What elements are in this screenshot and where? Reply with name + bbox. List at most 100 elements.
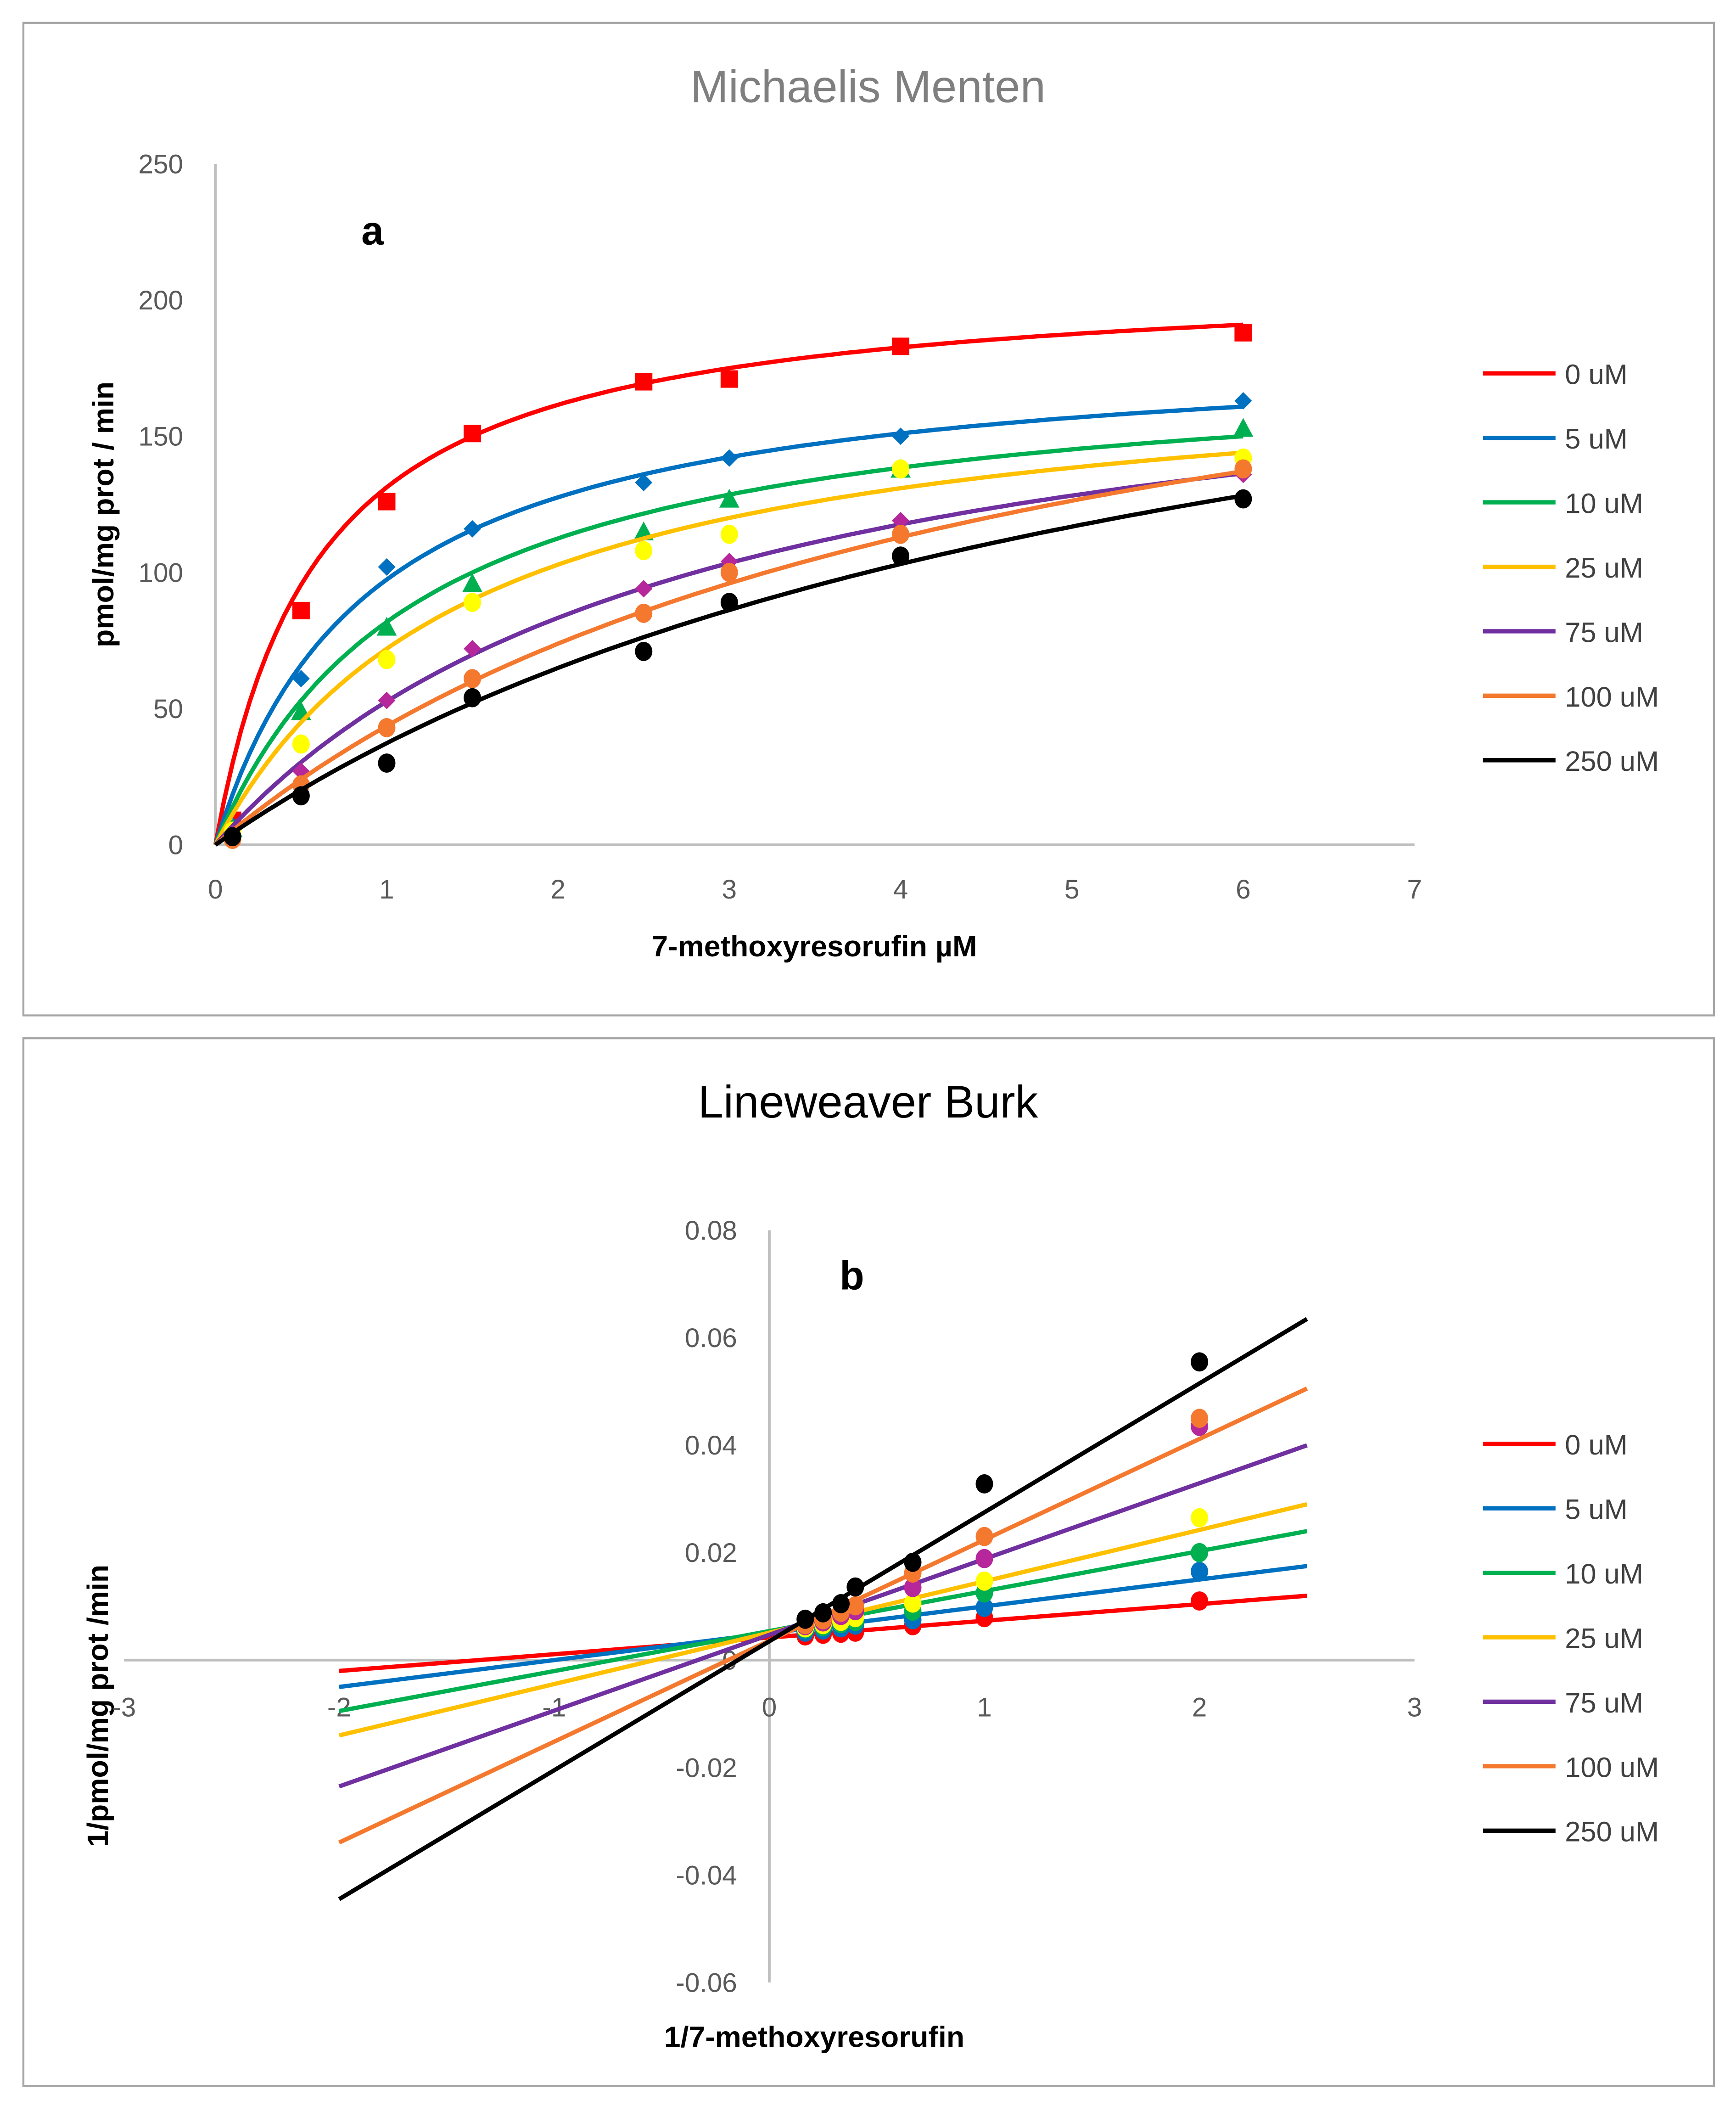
data-point — [1234, 459, 1252, 479]
legend-label: 75 uM — [1565, 617, 1643, 648]
data-point — [378, 718, 396, 737]
legend-label: 0 uM — [1565, 359, 1628, 391]
data-point — [292, 670, 310, 688]
data-point — [975, 1474, 993, 1494]
data-point — [904, 1578, 922, 1597]
x-tick-label: 0 — [762, 1693, 777, 1723]
legend-label: 10 uM — [1565, 488, 1643, 519]
x-tick-label: 4 — [893, 875, 908, 904]
y-tick-label: 0.08 — [685, 1216, 737, 1246]
data-point — [892, 546, 910, 566]
data-point — [892, 337, 910, 355]
x-tick-label: 3 — [1407, 1693, 1422, 1723]
data-point — [378, 558, 396, 576]
y-tick-label: 50 — [153, 694, 183, 724]
data-point — [720, 524, 738, 544]
data-point — [796, 1609, 814, 1629]
chart-a-plot: 0 1 2 3 4 5 6 7 0 50 100 150 200 250 0 uM 5 uM 10 uM 25 u… — [138, 149, 1659, 904]
y-tick-label: 0 — [168, 831, 184, 860]
chart-b-title: Lineweaver Burk — [698, 1077, 1038, 1128]
data-point — [378, 753, 396, 773]
x-tick-label: 3 — [722, 875, 737, 904]
chart-b-xlabel: 1/7-methoxyresorufin — [664, 2020, 964, 2053]
data-point — [720, 370, 738, 388]
x-tick-label: 0 — [208, 875, 223, 904]
panel-a-frame — [22, 22, 1715, 1016]
data-point — [1191, 1591, 1209, 1611]
data-point — [1234, 392, 1252, 410]
chart-b-plot: -3-2-10123-0.06-0.04-0.0200.020.040.060.… — [112, 1216, 1659, 1998]
data-point — [1233, 418, 1254, 437]
chart-a-title: Michaelis Menten — [690, 61, 1046, 112]
data-point — [292, 786, 310, 806]
y-tick-label: 100 — [138, 558, 183, 588]
data-point — [892, 524, 910, 544]
series-250-uM — [214, 489, 1252, 847]
data-point — [904, 1552, 922, 1572]
y-tick-label: 200 — [138, 286, 183, 315]
x-tick-label: 1 — [379, 875, 394, 904]
series-250-uM — [338, 1317, 1308, 1901]
fit-curve — [213, 322, 1243, 845]
data-point — [1191, 1409, 1209, 1428]
data-point — [720, 562, 738, 582]
data-point — [1191, 1352, 1209, 1372]
data-point — [378, 691, 396, 709]
data-point — [892, 512, 910, 530]
legend-label: 5 uM — [1565, 423, 1628, 455]
legend-label: 75 uM — [1565, 1687, 1643, 1719]
y-tick-label: -0.04 — [676, 1860, 737, 1890]
data-point — [719, 489, 739, 508]
data-point — [892, 459, 910, 479]
data-point — [1234, 324, 1252, 342]
y-tick-label: 0.02 — [685, 1538, 737, 1568]
y-tick-label: 150 — [138, 422, 183, 452]
data-point — [464, 425, 482, 443]
data-point — [462, 573, 482, 592]
x-tick-label: 6 — [1236, 875, 1251, 904]
data-point — [292, 601, 310, 619]
data-point — [1191, 1508, 1209, 1528]
x-tick-label: 5 — [1064, 875, 1080, 904]
y-tick-label: 250 — [138, 149, 183, 179]
panel-b-frame — [22, 1037, 1715, 2087]
data-point — [1234, 489, 1252, 509]
data-point — [635, 541, 653, 561]
data-point — [464, 593, 482, 612]
data-point — [975, 1549, 993, 1568]
data-point — [1191, 1543, 1209, 1562]
data-point — [224, 827, 241, 847]
legend-label: 5 uM — [1565, 1494, 1628, 1526]
data-point — [904, 1593, 922, 1613]
legend-label: 100 uM — [1565, 681, 1659, 713]
chart-b-ylabel: 1/pmol/mg prot /min — [81, 1565, 114, 1847]
data-point — [832, 1594, 850, 1613]
y-tick-label: -0.06 — [676, 1968, 737, 1998]
y-tick-label: 0.04 — [685, 1431, 737, 1460]
data-point — [635, 373, 653, 391]
data-point — [975, 1527, 993, 1546]
legend-label: 100 uM — [1565, 1752, 1659, 1783]
data-point — [975, 1598, 993, 1617]
fit-curve — [213, 450, 1243, 846]
data-point — [464, 688, 482, 708]
data-point — [720, 449, 738, 467]
data-point — [464, 669, 482, 689]
x-tick-label: 2 — [1192, 1693, 1207, 1723]
x-tick-label: -3 — [112, 1693, 136, 1723]
legend-label: 0 uM — [1565, 1429, 1628, 1461]
x-tick-label: 1 — [977, 1693, 992, 1723]
legend-label: 25 uM — [1565, 552, 1643, 584]
data-point — [975, 1571, 993, 1591]
data-point — [292, 734, 310, 754]
chart-a-xlabel: 7-methoxyresorufin µM — [651, 930, 977, 963]
data-point — [635, 641, 653, 661]
chart-a-ylabel: pmol/mg prot / min — [87, 382, 120, 647]
legend-label: 10 uM — [1565, 1558, 1643, 1590]
legend-label: 250 uM — [1565, 1816, 1659, 1848]
legend-label: 250 uM — [1565, 746, 1659, 777]
x-tick-label: 2 — [550, 875, 566, 904]
chart-a-panel-label: a — [361, 208, 384, 253]
series-25-uM — [213, 448, 1252, 846]
